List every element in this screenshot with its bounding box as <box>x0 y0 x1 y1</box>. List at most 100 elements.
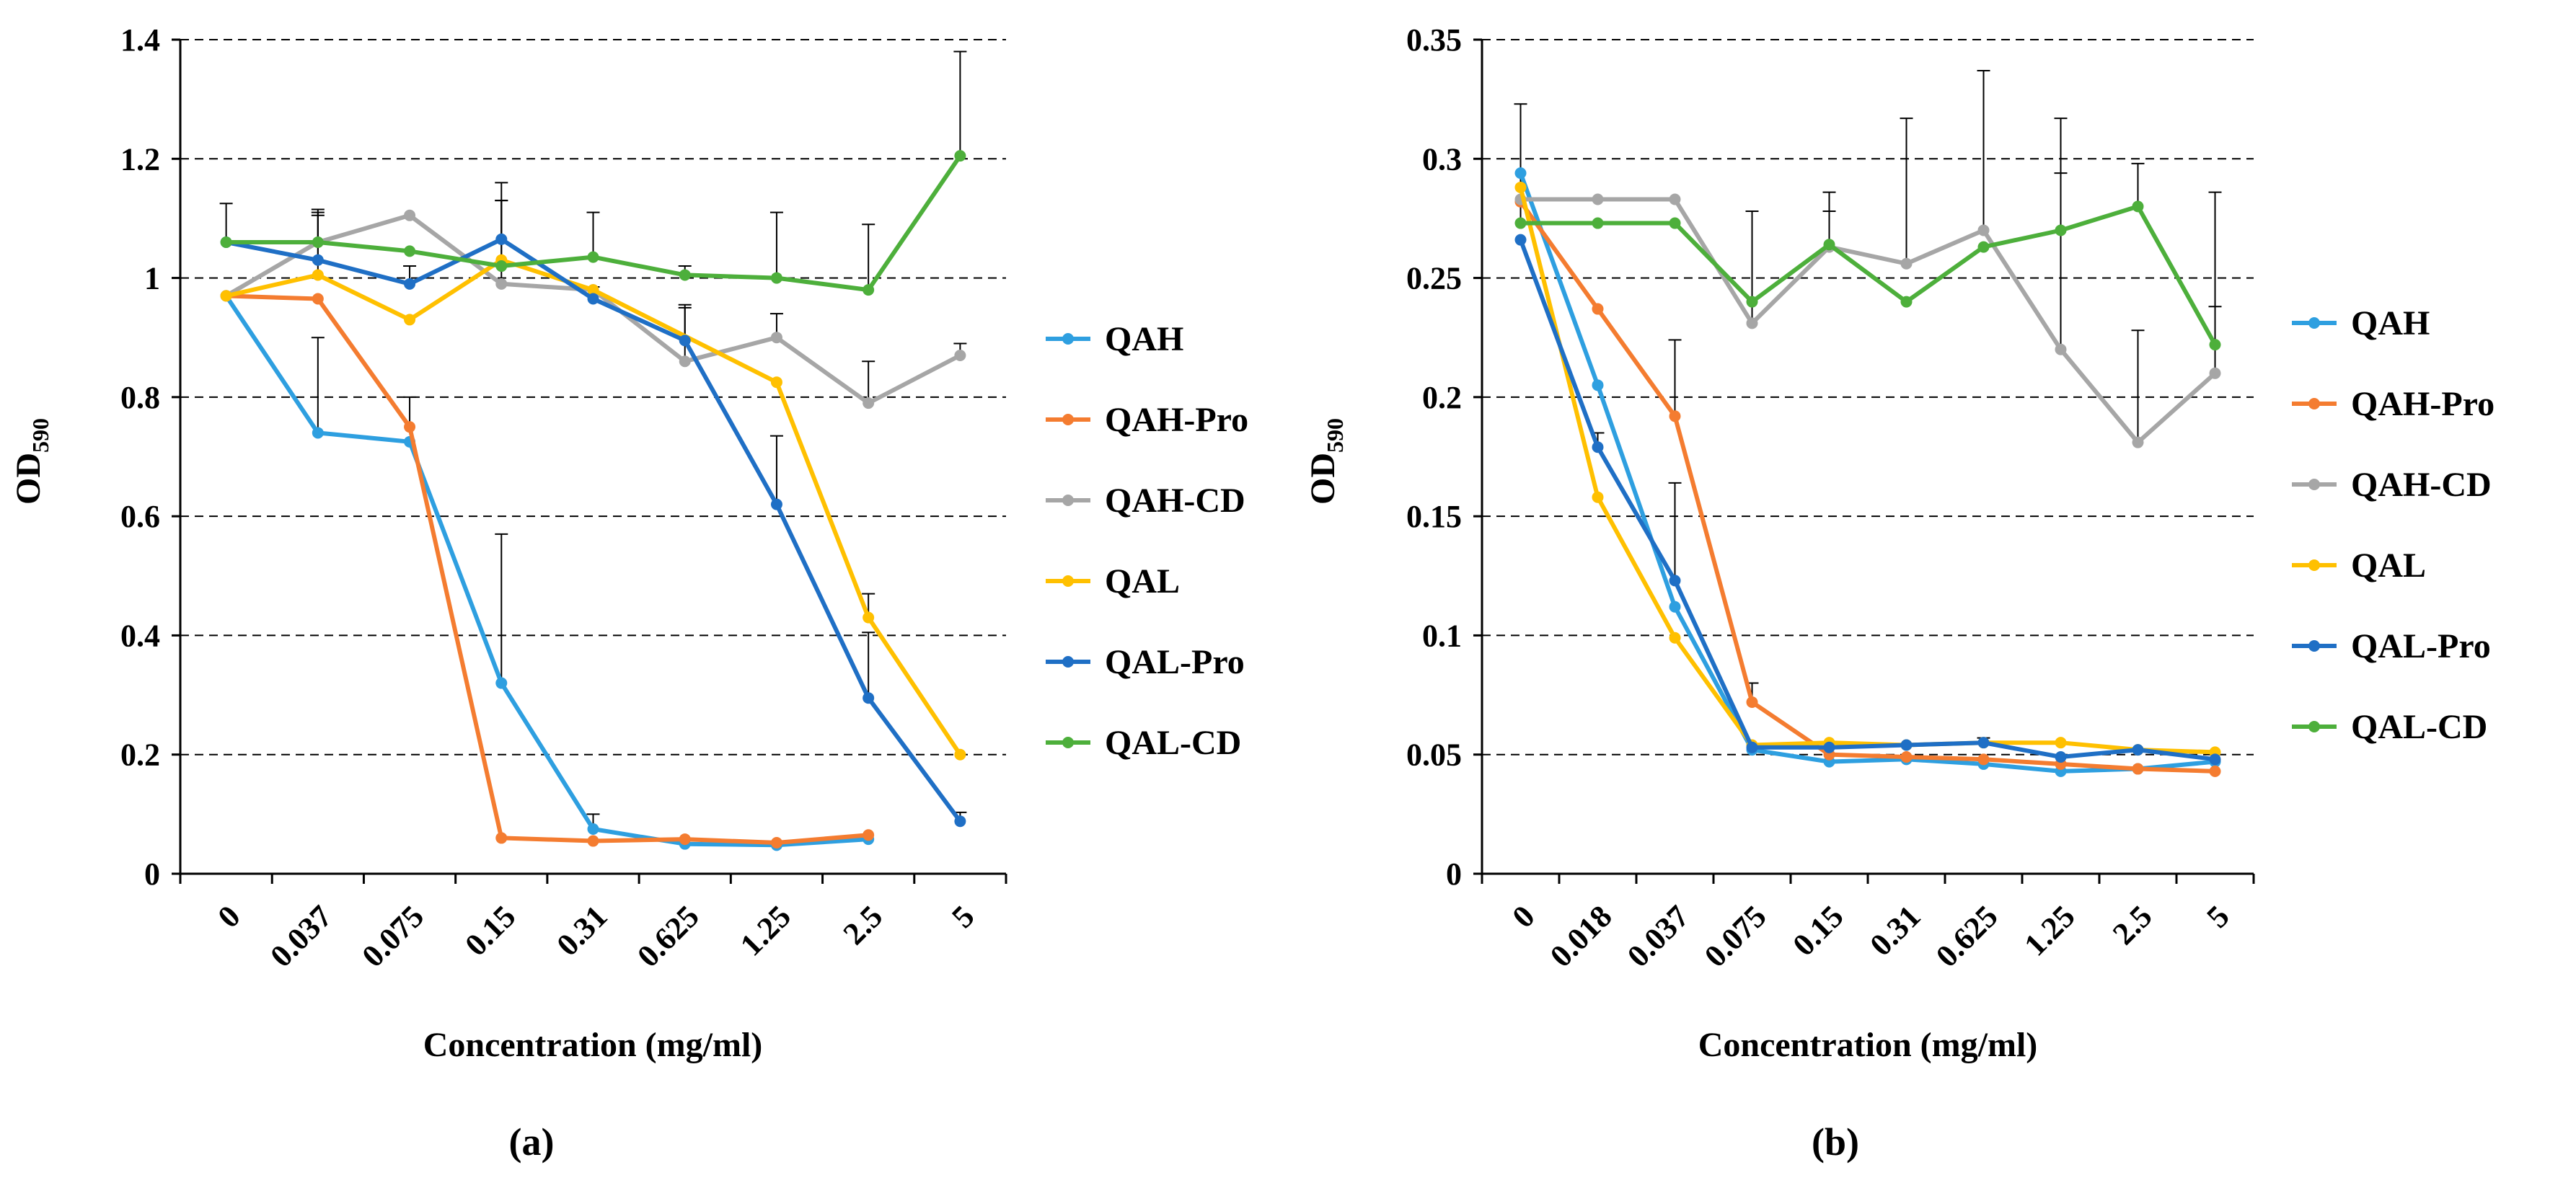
x-tick-label: 0.31 <box>1863 898 1927 962</box>
legend-label: QAL-Pro <box>2351 627 2491 665</box>
legend-label: QAL <box>2351 546 2426 585</box>
legend-marker <box>2308 721 2320 732</box>
x-tick-label: 1.25 <box>2017 898 2081 962</box>
data-point <box>312 236 324 248</box>
data-point <box>2209 339 2221 351</box>
y-axis-title-subscript: 590 <box>1322 418 1348 453</box>
data-point <box>312 293 324 305</box>
y-tick-label: 0.6 <box>120 499 160 534</box>
data-point <box>1977 753 1990 766</box>
data-point <box>1900 751 1913 763</box>
data-point <box>1746 317 1758 329</box>
x-tick-label: 0.31 <box>550 898 614 962</box>
data-point <box>1669 575 1681 587</box>
legend-label: QAH <box>2351 304 2430 342</box>
y-tick-label: 0.15 <box>1406 499 1462 534</box>
data-point <box>312 254 324 266</box>
data-point <box>1900 257 1913 270</box>
data-point <box>1592 217 1604 229</box>
data-point <box>1977 241 1990 253</box>
data-point <box>1514 181 1527 193</box>
x-tick-label: 0.037 <box>1620 898 1696 974</box>
data-point <box>404 278 416 290</box>
data-point <box>863 611 875 624</box>
series-line-qal-pro <box>1518 239 2215 762</box>
data-point <box>954 748 966 761</box>
data-point <box>312 427 324 439</box>
legend-label: QAL-CD <box>2351 708 2487 746</box>
y-tick-label: 0.05 <box>1406 737 1462 773</box>
x-tick-label: 0 <box>1505 898 1541 934</box>
y-axis-title-subscript: 590 <box>27 418 53 453</box>
data-point <box>1514 167 1527 180</box>
x-tick-label: 0.15 <box>1786 898 1850 962</box>
panel-a-chart: 0 0.2 0.4 0.6 0.8 1 1.2 1.4 0 0.037 0.075 0.15 0.31 0… <box>9 22 1248 1164</box>
y-tick-label: 0 <box>1446 856 1462 892</box>
y-tick-label: 0.1 <box>1422 618 1462 653</box>
data-point <box>1746 296 1758 308</box>
legend-marker <box>1062 495 1074 506</box>
data-point <box>404 245 416 257</box>
data-point <box>1900 739 1913 751</box>
data-point <box>1900 296 1913 308</box>
data-point <box>1669 193 1681 205</box>
data-point <box>2132 763 2144 775</box>
data-point <box>1669 601 1681 613</box>
series-line-qah-pro <box>226 293 869 845</box>
series-line-qah <box>224 294 869 848</box>
y-tick-label: 0.3 <box>1422 141 1462 177</box>
x-tick-label: 0.15 <box>458 898 522 962</box>
data-point <box>1746 741 1758 753</box>
data-point <box>587 293 599 305</box>
data-point <box>220 290 232 302</box>
data-point <box>2209 367 2221 379</box>
data-point <box>770 498 782 510</box>
data-point <box>2209 753 2221 766</box>
data-point <box>863 692 875 704</box>
x-axis-title: Concentration (mg/ml) <box>423 1026 763 1064</box>
x-tick-label: 0.037 <box>263 898 339 974</box>
x-tick-label: 5 <box>2200 898 2236 934</box>
data-point <box>863 829 875 841</box>
data-point <box>1514 234 1527 246</box>
data-point <box>587 251 599 263</box>
data-point <box>1669 410 1681 422</box>
legend-marker <box>2308 398 2320 409</box>
data-point <box>2132 436 2144 448</box>
y-tick-label: 1.2 <box>120 141 160 177</box>
data-point <box>1977 737 1990 749</box>
x-tick-label: 2.5 <box>2106 898 2159 952</box>
data-point <box>1669 632 1681 644</box>
data-point <box>1746 696 1758 708</box>
data-point <box>587 835 599 847</box>
legend-marker <box>1062 656 1074 668</box>
data-point <box>1514 217 1527 229</box>
legend-label: QAH-CD <box>1105 482 1245 520</box>
y-tick-label: 1.4 <box>120 22 160 58</box>
legend-label: QAL-CD <box>1105 724 1241 762</box>
data-point <box>2055 343 2067 355</box>
x-axis-title: Concentration (mg/ml) <box>1698 1026 2038 1064</box>
data-point <box>495 677 508 689</box>
y-tick-label: 0.35 <box>1406 22 1462 58</box>
data-point <box>2132 744 2144 756</box>
x-tick-label: 0.625 <box>630 898 706 974</box>
y-axis-title: OD590 <box>9 418 53 505</box>
data-point <box>770 272 782 284</box>
data-point <box>2209 765 2221 777</box>
data-point <box>1669 217 1681 229</box>
data-point <box>495 832 508 844</box>
y-tick-label: 0.2 <box>120 737 160 773</box>
series-line-qah-cd <box>1520 197 2217 445</box>
data-point <box>954 815 966 828</box>
legend-marker <box>2308 559 2320 571</box>
data-point <box>954 150 966 162</box>
data-point <box>863 284 875 296</box>
data-point <box>679 833 691 846</box>
x-tick-label: 0.075 <box>1698 898 1773 974</box>
data-point <box>1823 239 1835 251</box>
data-point <box>220 236 232 248</box>
data-point <box>2132 200 2144 213</box>
legend-label: QAH-Pro <box>2351 385 2495 423</box>
